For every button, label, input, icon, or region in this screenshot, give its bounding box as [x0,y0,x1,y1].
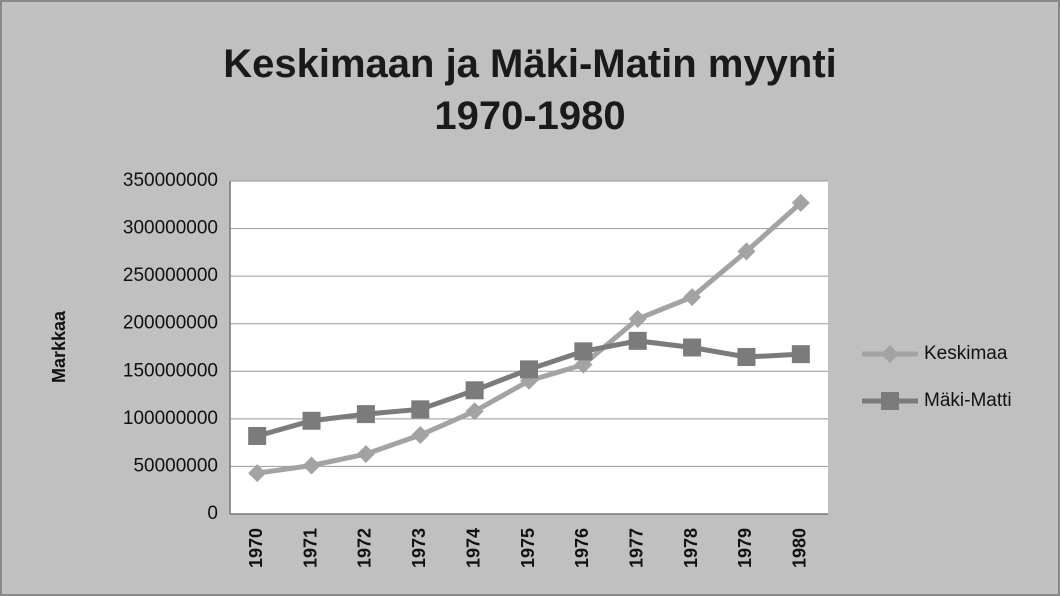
marker [302,456,321,475]
marker [628,331,647,350]
x-tick-label: 1973 [409,528,429,568]
y-tick-label: 150000000 [123,360,218,381]
x-tick-label: 1980 [790,528,810,568]
plot-area [230,181,828,514]
marker [791,193,810,212]
x-tick-label: 1971 [300,528,320,568]
marker [791,345,810,364]
y-tick-label: 350000000 [123,170,218,191]
marker [411,400,430,419]
marker [411,426,430,445]
y-tick-label: 250000000 [123,265,218,286]
x-tick-label: 1979 [735,528,755,568]
marker [356,445,375,464]
marker [302,411,321,430]
x-tick-label: 1970 [246,528,266,568]
marker [248,426,267,445]
y-tick-label: 300000000 [123,218,218,239]
x-tick-label: 1978 [681,528,701,568]
legend-label: Mäki-Matti [924,390,1012,411]
y-tick-label: 0 [207,503,218,524]
marker [465,381,484,400]
marker [683,338,702,357]
y-tick-label: 100000000 [123,408,218,429]
x-tick-label: 1977 [626,528,646,568]
marker [520,360,538,379]
marker [356,405,375,424]
y-tick-label: 50000000 [133,455,218,476]
x-tick-label: 1974 [463,528,483,568]
marker [683,288,702,307]
x-tick-label: 1976 [572,528,592,568]
marker [628,309,647,328]
marker [248,464,267,483]
marker [574,342,593,361]
x-tick-label: 1972 [355,528,375,568]
marker [737,348,756,367]
y-tick-label: 200000000 [123,313,218,334]
marker [465,402,484,421]
y-axis-label: Markkaa [49,310,69,383]
legend-marker [881,392,899,410]
legend-label: Keskimaa [924,343,1008,364]
chart-title: Keskimaan ja Mäki-Matin myynti 1970-1980 [223,42,837,138]
marker [737,242,756,261]
x-tick-label: 1975 [518,528,538,568]
legend-marker [881,345,899,363]
